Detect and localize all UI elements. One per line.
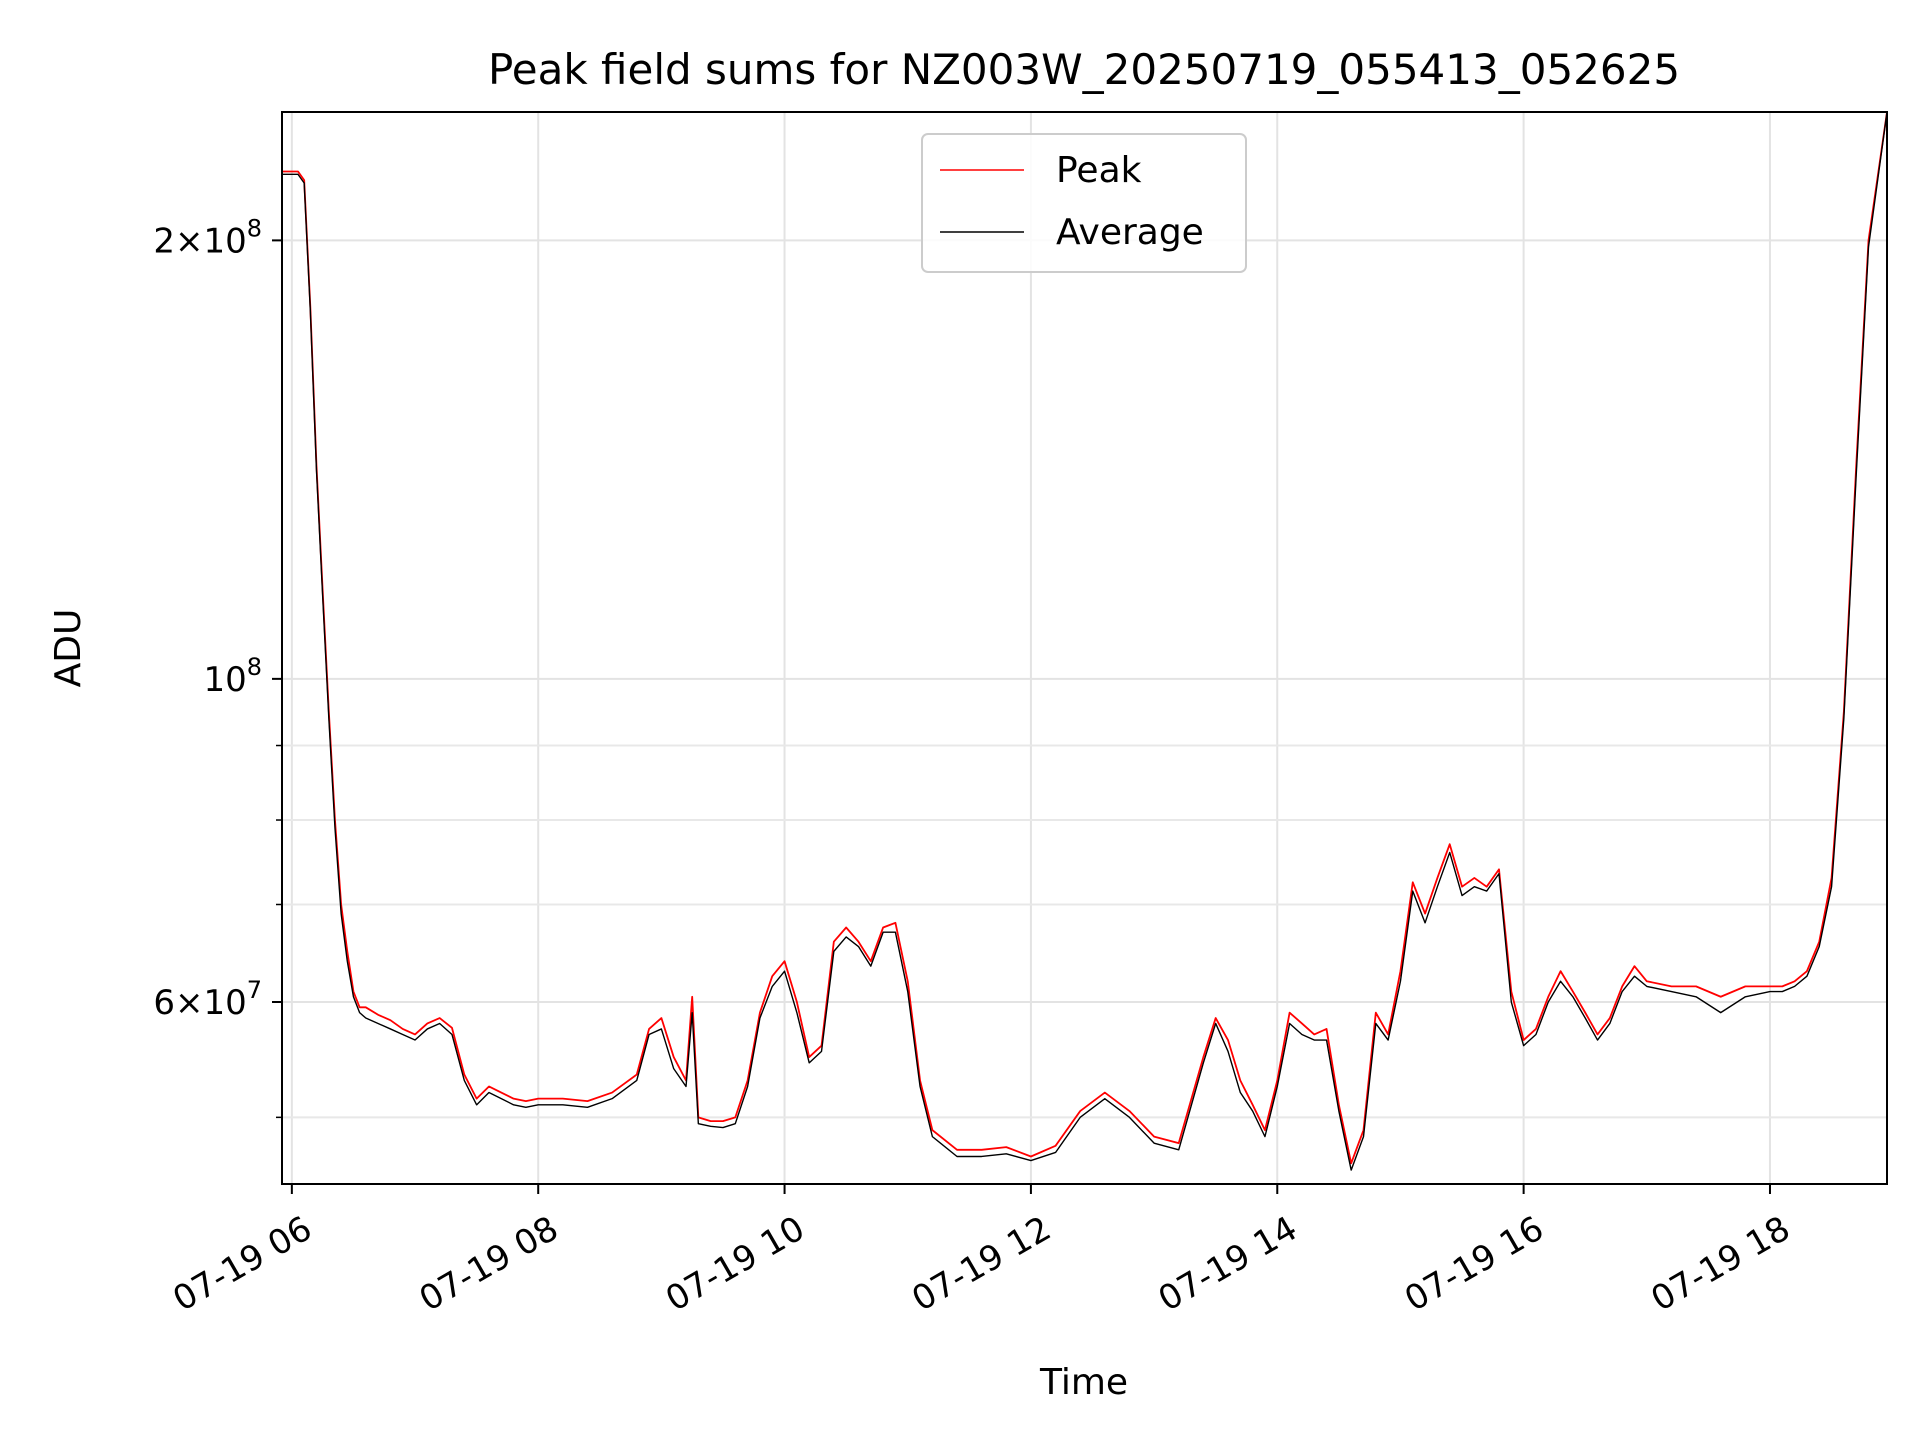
legend-label-average: Average	[1056, 212, 1204, 253]
legend: Peak Average	[921, 133, 1247, 273]
chart-title: Peak field sums for NZ003W_20250719_0554…	[488, 45, 1680, 94]
y-axis: 6×107 108 2×108	[153, 214, 282, 1119]
series-layer	[282, 112, 1887, 1171]
y-axis-label: ADU	[48, 609, 89, 688]
x-axis-label: Time	[1039, 1362, 1128, 1403]
series-line-peak	[282, 112, 1887, 1165]
plot-area-frame	[281, 111, 1888, 1185]
y-tick-label: 108	[203, 653, 262, 700]
y-tick-label: 6×107	[153, 976, 262, 1023]
legend-label-peak: Peak	[1056, 150, 1142, 191]
legend-box	[921, 133, 1247, 273]
series-line-average	[282, 112, 1887, 1171]
y-tick-label: 2×108	[153, 214, 262, 261]
